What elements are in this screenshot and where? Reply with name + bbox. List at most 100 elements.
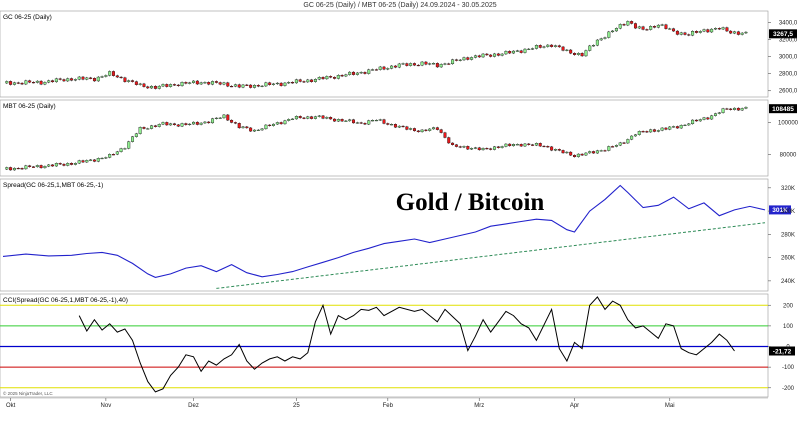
x-tick-label: Okt	[6, 403, 16, 409]
candle-body	[329, 76, 333, 78]
candle-body	[325, 76, 329, 80]
candle-body	[134, 81, 138, 85]
candle-body	[165, 122, 169, 126]
candle-body	[260, 128, 264, 131]
y-tick-label: 100	[783, 324, 794, 330]
candle-body	[386, 68, 390, 70]
candle-body	[359, 122, 363, 124]
candle-body	[512, 144, 516, 147]
candle-body	[424, 61, 428, 65]
candle-body	[409, 63, 413, 66]
candle-body	[176, 84, 180, 87]
candle-body	[599, 38, 603, 41]
candle-body	[180, 123, 184, 127]
candle-body	[733, 31, 736, 34]
candle-body	[226, 114, 230, 121]
y-tick-label: 280K	[781, 232, 795, 238]
candle-body	[218, 82, 222, 85]
candle-body	[275, 122, 279, 125]
candle-body	[393, 124, 397, 128]
candle-body	[595, 150, 599, 154]
candle-body	[614, 145, 618, 147]
candle-body	[9, 81, 13, 85]
candle-body	[550, 146, 554, 151]
candle-body	[401, 63, 405, 65]
candle-body	[306, 79, 310, 83]
candle-body	[306, 116, 310, 119]
candle-body	[214, 81, 218, 83]
candle-body	[317, 77, 321, 80]
candle-body	[203, 121, 207, 124]
candle-body	[310, 79, 314, 82]
bitcoin-series: 108485	[5, 104, 797, 171]
candle-body	[62, 79, 66, 82]
candle-body	[672, 126, 676, 128]
candle-body	[470, 148, 474, 150]
time-axis[interactable]: Okt Nov Dez 25 Feb Mrz Apr Mai	[0, 397, 768, 409]
candle-body	[92, 78, 96, 82]
candle-body	[573, 154, 576, 158]
candle-body	[115, 151, 119, 155]
candle-body	[336, 119, 340, 122]
candle-body	[683, 124, 687, 127]
candle-body	[287, 82, 291, 84]
candle-body	[184, 82, 188, 84]
candle-body	[378, 66, 382, 70]
candle-body	[481, 148, 485, 151]
candle-body	[321, 77, 325, 80]
candle-body	[462, 57, 466, 61]
candle-body	[146, 86, 150, 89]
candle-body	[294, 116, 298, 120]
candle-body	[363, 122, 367, 125]
candle-body	[679, 32, 683, 35]
panel-bitcoin-title: MBT 06-25 (Daily)	[3, 103, 56, 110]
candle-body	[355, 72, 359, 75]
candle-body	[710, 28, 714, 33]
candle-body	[192, 80, 195, 83]
candle-body	[119, 76, 123, 79]
candle-body	[401, 125, 405, 128]
candle-body	[268, 124, 272, 126]
candle-body	[176, 124, 180, 127]
candle-body	[561, 46, 565, 51]
candle-body	[626, 139, 630, 144]
candle-body	[123, 77, 127, 82]
candle-body	[157, 124, 161, 127]
candle-body	[169, 123, 173, 126]
candle-body	[550, 44, 554, 47]
x-tick-label: Nov	[101, 403, 112, 409]
candle-body	[538, 45, 542, 48]
last-value-label: 108485	[772, 106, 794, 113]
panel-spread: Spread(GC 06-25,1,MBT 06-25,-1) Gold / B…	[0, 178, 769, 292]
candle-body	[237, 84, 241, 88]
candle-body	[645, 131, 649, 133]
candle-body	[28, 165, 32, 167]
candle-body	[656, 130, 660, 132]
candle-body	[565, 49, 569, 51]
candle-body	[382, 119, 386, 124]
candle-body	[51, 164, 55, 167]
last-value-badge: -21,72	[769, 346, 795, 356]
candle-body	[108, 154, 112, 158]
candle-body	[272, 123, 275, 126]
candle-body	[397, 125, 401, 128]
candle-body	[66, 162, 70, 166]
support-trendline	[216, 222, 766, 289]
candle-body	[664, 127, 668, 130]
candle-body	[443, 63, 447, 65]
candle-body	[675, 30, 679, 35]
candle-body	[321, 115, 325, 119]
candle-body	[653, 26, 656, 28]
candle-body	[675, 126, 679, 129]
candle-body	[557, 45, 561, 48]
candle-body	[435, 127, 439, 130]
candle-body	[687, 123, 691, 126]
candle-body	[386, 123, 390, 125]
candle-body	[241, 126, 245, 129]
candle-body	[622, 142, 626, 144]
candle-body	[740, 108, 744, 111]
candle-body	[344, 74, 348, 77]
candle-body	[89, 77, 93, 79]
candle-body	[668, 28, 672, 30]
candle-body	[77, 76, 81, 80]
